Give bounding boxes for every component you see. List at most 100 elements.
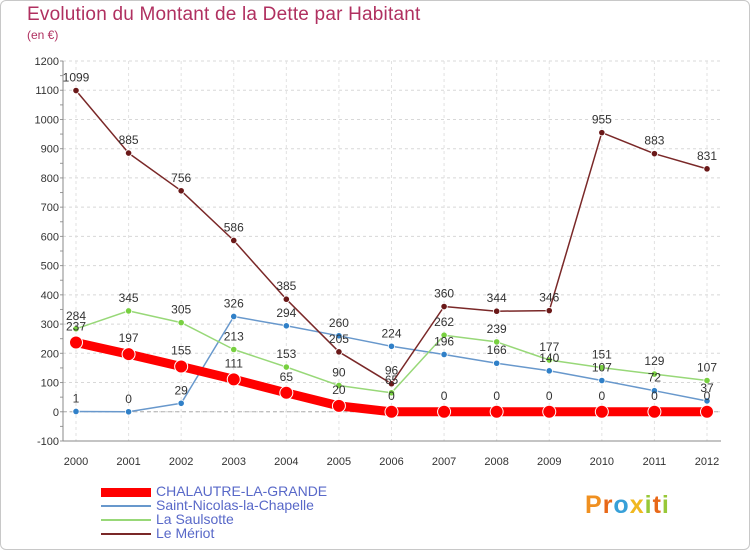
series-1-data-label: 1 (73, 391, 80, 405)
series-1-point (650, 387, 659, 395)
series-1-data-label: 140 (539, 351, 559, 365)
y-tick-label: 400 (41, 290, 59, 302)
series-3-data-label: 883 (644, 134, 664, 148)
series-1-data-label: 326 (224, 296, 244, 310)
series-0-point (121, 347, 136, 362)
series-3-point (282, 295, 290, 303)
series-1-point (230, 312, 238, 321)
series-0-point (384, 404, 399, 419)
series-0-data-label: 155 (171, 343, 191, 357)
x-tick-label: 2009 (537, 456, 561, 468)
x-tick-label: 2008 (484, 456, 508, 468)
series-1-point (282, 322, 290, 330)
series-1-data-label: 166 (487, 343, 507, 357)
proxiti-logo: Proxiti (585, 491, 670, 520)
series-0-data-label: 197 (119, 331, 139, 345)
series-2-point (598, 364, 606, 372)
x-tick-label: 2010 (590, 456, 614, 468)
series-2-point (493, 338, 501, 346)
series-0-point (69, 335, 83, 350)
series-0-point (594, 404, 609, 419)
axes: -100010020030040050060070080090010001100… (35, 56, 721, 468)
series-1-data-label: 107 (592, 360, 612, 374)
x-tick-label: 2011 (643, 456, 667, 468)
series-2-data-label: 213 (224, 330, 244, 344)
series-1-point (703, 397, 711, 405)
series-1-data-label: 37 (700, 381, 714, 395)
series-1-point (440, 350, 448, 359)
series-2-point (72, 325, 80, 333)
series (69, 86, 714, 419)
legend-swatch (101, 533, 151, 535)
series-0-point (331, 398, 346, 413)
series-2-data-label: 151 (592, 348, 612, 362)
series-2-data-label: 305 (171, 303, 191, 317)
series-1-point (124, 408, 133, 416)
series-3-point (703, 165, 711, 173)
y-tick-label: 800 (41, 173, 59, 185)
series-1-point (545, 367, 553, 375)
series-3-data-label: 360 (434, 287, 454, 301)
series-3-data-label: 344 (487, 291, 507, 305)
logo-letter: o (613, 491, 630, 519)
series-3-data-label: 955 (592, 113, 612, 127)
legend-item: Le Mériot (101, 525, 421, 541)
series-1-point (177, 399, 185, 407)
series-1-data-label: 29 (174, 383, 188, 397)
series-3-point (72, 86, 80, 95)
x-tick-label: 2005 (327, 456, 351, 468)
series-3-point (598, 129, 606, 137)
y-tick-label: 500 (41, 261, 59, 273)
series-1-data-label: 294 (276, 306, 296, 320)
series-2-data-label: 153 (276, 347, 296, 361)
y-tick-label: 700 (41, 202, 59, 214)
series-2-point (545, 356, 553, 364)
chart-title: Evolution du Montant de la Dette par Hab… (27, 4, 421, 25)
legend: CHALAUTRE-LA-GRANDE Saint-Nicolas-la-Chap… (101, 483, 421, 541)
series-0-point (700, 404, 714, 419)
series-0-point (489, 404, 504, 419)
legend-item: Saint-Nicolas-la-Chapelle (101, 497, 421, 513)
series-2-point (335, 381, 343, 390)
series-3-data-label: 1099 (63, 71, 90, 85)
series-3-point (493, 307, 501, 315)
series-3-point (177, 187, 185, 195)
series-1-point (598, 376, 606, 385)
series-2-point (282, 363, 290, 371)
logo-letter: x (629, 491, 645, 519)
y-tick-label: 1100 (35, 85, 59, 97)
unit-label: (en €) (27, 28, 59, 42)
series-2-point (703, 376, 711, 385)
series-3-point (124, 149, 133, 157)
series-3-data-label: 96 (385, 364, 399, 378)
x-tick-label: 2007 (432, 456, 456, 468)
legend-label: Le Mériot (156, 525, 215, 541)
legend-swatch (101, 505, 151, 507)
x-tick-label: 2004 (274, 456, 298, 468)
series-3-point (335, 348, 343, 356)
series-3-data-label: 885 (119, 133, 139, 147)
series-2-data-label: 107 (697, 360, 717, 374)
series-0-data-label: 237 (66, 319, 86, 333)
series-0-data-label: 20 (332, 383, 346, 397)
legend-label: Saint-Nicolas-la-Chapelle (156, 497, 314, 513)
series-0-data-label: 0 (493, 389, 500, 403)
series-3-data-label: 831 (697, 149, 717, 163)
series-3-point (440, 302, 448, 311)
series-2-data-label: 129 (644, 354, 664, 368)
x-tick-label: 2012 (695, 456, 719, 468)
series-0-data-label: 111 (225, 356, 244, 370)
series-0-point (437, 404, 452, 419)
series-0-data-label: 0 (546, 389, 553, 403)
x-tick-label: 2000 (64, 456, 88, 468)
series-2-data-label: 65 (385, 373, 399, 387)
series-1-data-label: 72 (648, 371, 662, 385)
series-2-point (230, 345, 238, 354)
logo-letter: P (585, 491, 603, 519)
series-2-point (124, 307, 133, 315)
series-0-point (542, 404, 557, 419)
series-2-point (650, 370, 659, 378)
series-0-data-label: 0 (388, 389, 395, 403)
